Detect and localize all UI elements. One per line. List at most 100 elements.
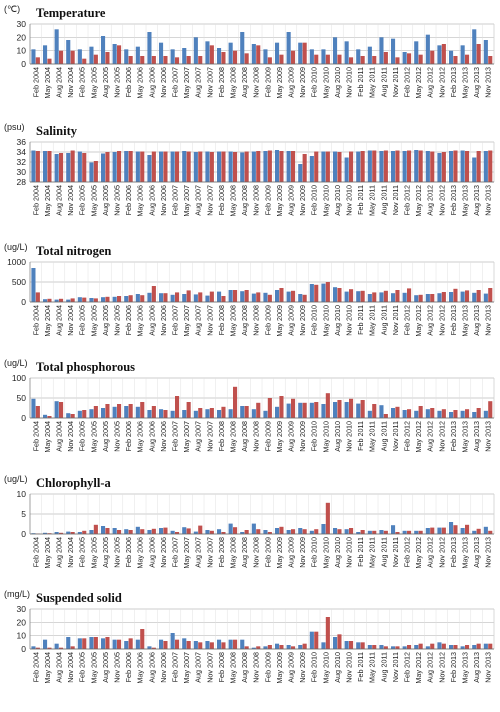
- x-tick-label: Feb 2013: [449, 537, 458, 567]
- bar-series-1: [135, 294, 140, 302]
- x-tick-label: Nov 2006: [159, 652, 168, 683]
- bar-series-2: [325, 282, 330, 302]
- x-tick-label: Aug 2007: [194, 421, 203, 452]
- x-tick-label: Feb 2010: [310, 421, 319, 451]
- x-tick-label: May 2008: [229, 67, 238, 99]
- x-tick-label: Nov 2004: [66, 305, 75, 336]
- x-tick-label: May 2011: [368, 305, 377, 336]
- bar-series-1: [89, 409, 94, 418]
- bar-series-1: [298, 42, 303, 64]
- bar-series-2: [209, 45, 214, 64]
- y-tick-label: 28: [17, 177, 27, 187]
- bar-series-2: [372, 292, 377, 302]
- x-tick-label: Nov 2010: [345, 537, 354, 568]
- bar-series-2: [151, 56, 156, 64]
- bar-series-1: [147, 155, 152, 182]
- x-tick-label: Nov 2006: [159, 185, 168, 216]
- bar-series-1: [100, 297, 106, 302]
- x-tick-label: Aug 2006: [147, 67, 156, 98]
- bar-series-1: [390, 646, 396, 649]
- bar-series-2: [233, 639, 238, 649]
- chart-title: Chlorophyll-a: [36, 476, 112, 490]
- bar-series-1: [367, 294, 372, 302]
- x-tick-label: May 2013: [461, 537, 470, 569]
- bar-series-1: [205, 641, 210, 649]
- x-tick-label: Feb 2009: [263, 421, 272, 451]
- bar-series-2: [140, 151, 145, 182]
- bar-series-1: [182, 527, 187, 534]
- x-tick-label: May 2012: [414, 421, 423, 453]
- x-tick-label: Aug 2010: [333, 421, 342, 452]
- x-tick-label: May 2005: [89, 67, 98, 99]
- bar-series-2: [198, 56, 203, 64]
- bar-series-2: [128, 404, 133, 418]
- bar-series-1: [170, 530, 175, 534]
- bar-series-1: [332, 637, 338, 649]
- x-tick-label: Aug 2011: [379, 537, 388, 567]
- bar-series-2: [35, 647, 40, 649]
- bar-series-1: [240, 639, 245, 649]
- bar-series-2: [383, 646, 388, 649]
- x-tick-label: Aug 2005: [101, 537, 110, 568]
- bar-series-2: [151, 528, 156, 534]
- bar-series-1: [379, 292, 384, 302]
- bar-series-2: [47, 647, 52, 649]
- bar-series-1: [240, 532, 245, 534]
- x-tick-label: May 2009: [275, 652, 284, 684]
- x-tick-label: Nov 2004: [66, 67, 75, 98]
- y-unit-label: (ug/L): [4, 474, 28, 484]
- bar-series-2: [441, 152, 446, 182]
- bar-series-1: [205, 151, 210, 182]
- bar-series-2: [267, 532, 272, 534]
- x-tick-label: Feb 2005: [78, 67, 87, 97]
- x-tick-label: Feb 2004: [31, 421, 40, 451]
- bar-series-2: [105, 637, 110, 649]
- bar-series-1: [42, 414, 48, 418]
- x-tick-label: May 2012: [414, 185, 423, 217]
- x-tick-label: May 2006: [136, 421, 145, 453]
- y-tick-label: 30: [17, 19, 27, 29]
- bar-series-2: [233, 290, 238, 302]
- x-tick-label: May 2010: [321, 652, 330, 684]
- bar-series-2: [47, 416, 52, 418]
- chart-title: Salinity: [36, 124, 78, 138]
- bar-series-1: [321, 49, 326, 64]
- bar-series-1: [205, 409, 210, 418]
- y-tick-label: 0: [21, 59, 26, 69]
- bar-series-1: [483, 410, 488, 418]
- bar-series-2: [221, 642, 226, 649]
- bar-series-2: [93, 524, 98, 534]
- bar-series-1: [216, 529, 222, 534]
- x-tick-label: Aug 2008: [240, 537, 249, 568]
- bar-series-1: [274, 150, 280, 182]
- bar-series-1: [390, 38, 396, 64]
- bar-series-1: [216, 639, 222, 649]
- bar-series-2: [70, 50, 75, 64]
- bar-series-1: [182, 294, 187, 302]
- bar-series-2: [117, 151, 122, 182]
- x-tick-label: Aug 2010: [333, 305, 342, 336]
- bar-series-2: [233, 152, 238, 182]
- bar-series-2: [163, 641, 168, 649]
- bar-series-1: [66, 531, 71, 534]
- x-tick-label: May 2010: [321, 537, 330, 569]
- bar-series-1: [147, 292, 152, 302]
- bar-series-2: [35, 151, 40, 182]
- x-tick-label: Aug 2013: [472, 185, 481, 216]
- x-tick-label: Feb 2004: [31, 537, 40, 567]
- x-tick-label: Nov 2007: [205, 67, 214, 98]
- bar-series-2: [476, 290, 481, 302]
- bar-series-1: [228, 151, 233, 182]
- bar-series-2: [47, 298, 52, 302]
- x-tick-label: Aug 2013: [472, 421, 481, 452]
- bar-series-1: [448, 412, 454, 418]
- x-tick-label: Aug 2013: [472, 652, 481, 683]
- x-tick-label: May 2005: [89, 421, 98, 453]
- x-tick-label: Nov 2013: [484, 421, 493, 452]
- bar-series-1: [332, 37, 338, 64]
- bar-series-1: [100, 408, 106, 418]
- bar-series-1: [460, 646, 465, 649]
- bar-series-2: [291, 398, 296, 418]
- bar-series-1: [425, 151, 430, 182]
